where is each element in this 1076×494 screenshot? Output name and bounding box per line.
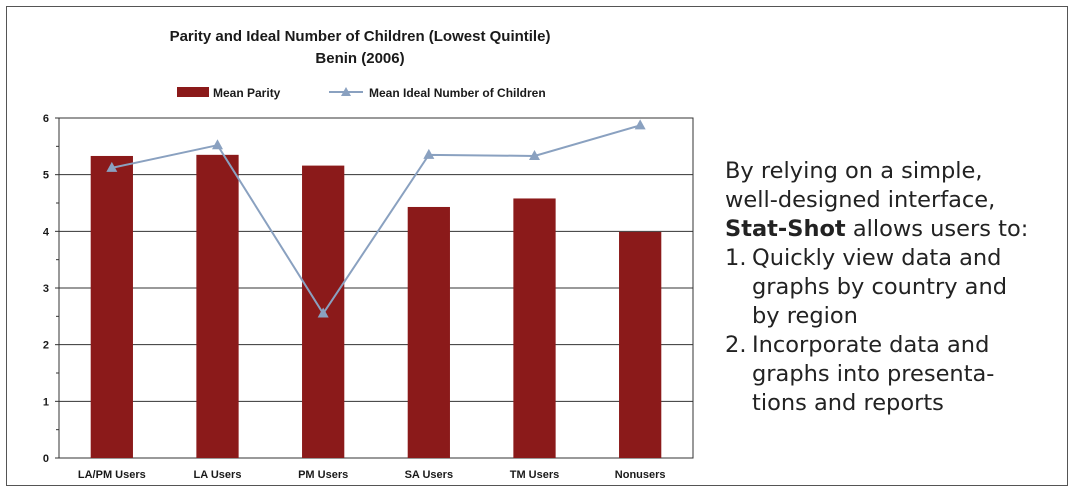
y-tick-label: 3 xyxy=(43,283,49,295)
legend-swatch-mean-parity xyxy=(177,87,209,97)
feature-line: by region xyxy=(752,302,1055,331)
feature-text: Quickly view data and graphs by country … xyxy=(752,244,1055,331)
x-tick-label: PM Users xyxy=(298,469,348,481)
lead-rest: allows users to: xyxy=(846,216,1029,242)
bar xyxy=(513,198,555,458)
lead-line-1: By relying on a simple, xyxy=(725,157,1055,186)
feature-number: 1. xyxy=(725,244,752,331)
legend: Mean Parity Mean Ideal Number of Childre… xyxy=(177,86,546,100)
line-point xyxy=(212,139,223,149)
y-tick-label: 6 xyxy=(43,113,49,125)
description-lead: By relying on a simple, well-designed in… xyxy=(725,157,1055,244)
feature-line: tions and reports xyxy=(752,389,1055,418)
feature-line: graphs into presenta- xyxy=(752,360,1055,389)
bar xyxy=(619,232,661,458)
bar xyxy=(196,155,238,458)
legend-label-mean-parity: Mean Parity xyxy=(213,86,281,100)
feature-line: graphs by country and xyxy=(752,273,1055,302)
line-point xyxy=(635,119,646,129)
feature-item-2: 2. Incorporate data and graphs into pres… xyxy=(725,331,1055,418)
brand-name: Stat-Shot xyxy=(725,216,846,242)
feature-text: Incorporate data and graphs into present… xyxy=(752,331,1055,418)
lead-line-3: Stat-Shot allows users to: xyxy=(725,215,1055,244)
y-tick-label: 5 xyxy=(43,170,49,182)
feature-item-1: 1. Quickly view data and graphs by count… xyxy=(725,244,1055,331)
chart-title: Parity and Ideal Number of Children (Low… xyxy=(170,28,551,45)
ideal-children-line xyxy=(112,125,640,313)
y-tick-label: 2 xyxy=(43,340,49,352)
x-tick-label: LA Users xyxy=(194,469,242,481)
chart-subtitle: Benin (2006) xyxy=(315,50,404,67)
y-tick-label: 1 xyxy=(43,396,49,408)
x-tick-label: Nonusers xyxy=(615,469,666,481)
legend-label-mean-ideal: Mean Ideal Number of Children xyxy=(369,86,546,100)
x-tick-label: SA Users xyxy=(405,469,454,481)
y-tick-label: 0 xyxy=(43,453,49,465)
figure-frame: Parity and Ideal Number of Children (Low… xyxy=(6,6,1068,486)
description-panel: By relying on a simple, well-designed in… xyxy=(725,157,1055,418)
feature-line: Quickly view data and xyxy=(752,244,1055,273)
bar xyxy=(408,207,450,458)
plot-area: 0 1 2 3 4 5 6 LA/PM Users LA Users PM Users SA Use… xyxy=(43,113,693,481)
line-point xyxy=(423,149,434,159)
lead-line-2: well-designed interface, xyxy=(725,186,1055,215)
feature-number: 2. xyxy=(725,331,752,418)
bar xyxy=(91,156,133,458)
x-tick-label: TM Users xyxy=(510,469,560,481)
feature-list: 1. Quickly view data and graphs by count… xyxy=(725,244,1055,418)
y-tick-label: 4 xyxy=(43,226,50,238)
x-tick-label: LA/PM Users xyxy=(78,469,146,481)
feature-line: Incorporate data and xyxy=(752,331,1055,360)
